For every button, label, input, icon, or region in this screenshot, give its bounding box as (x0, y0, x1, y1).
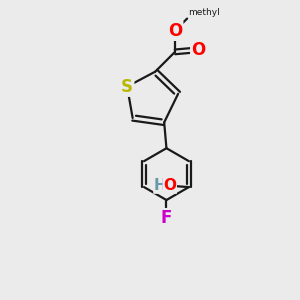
Text: O: O (168, 22, 182, 40)
Text: methyl: methyl (189, 8, 220, 17)
Text: O: O (191, 41, 206, 59)
Text: S: S (121, 78, 133, 96)
Text: F: F (161, 209, 172, 227)
Text: O: O (163, 178, 176, 193)
Text: H: H (154, 178, 167, 193)
